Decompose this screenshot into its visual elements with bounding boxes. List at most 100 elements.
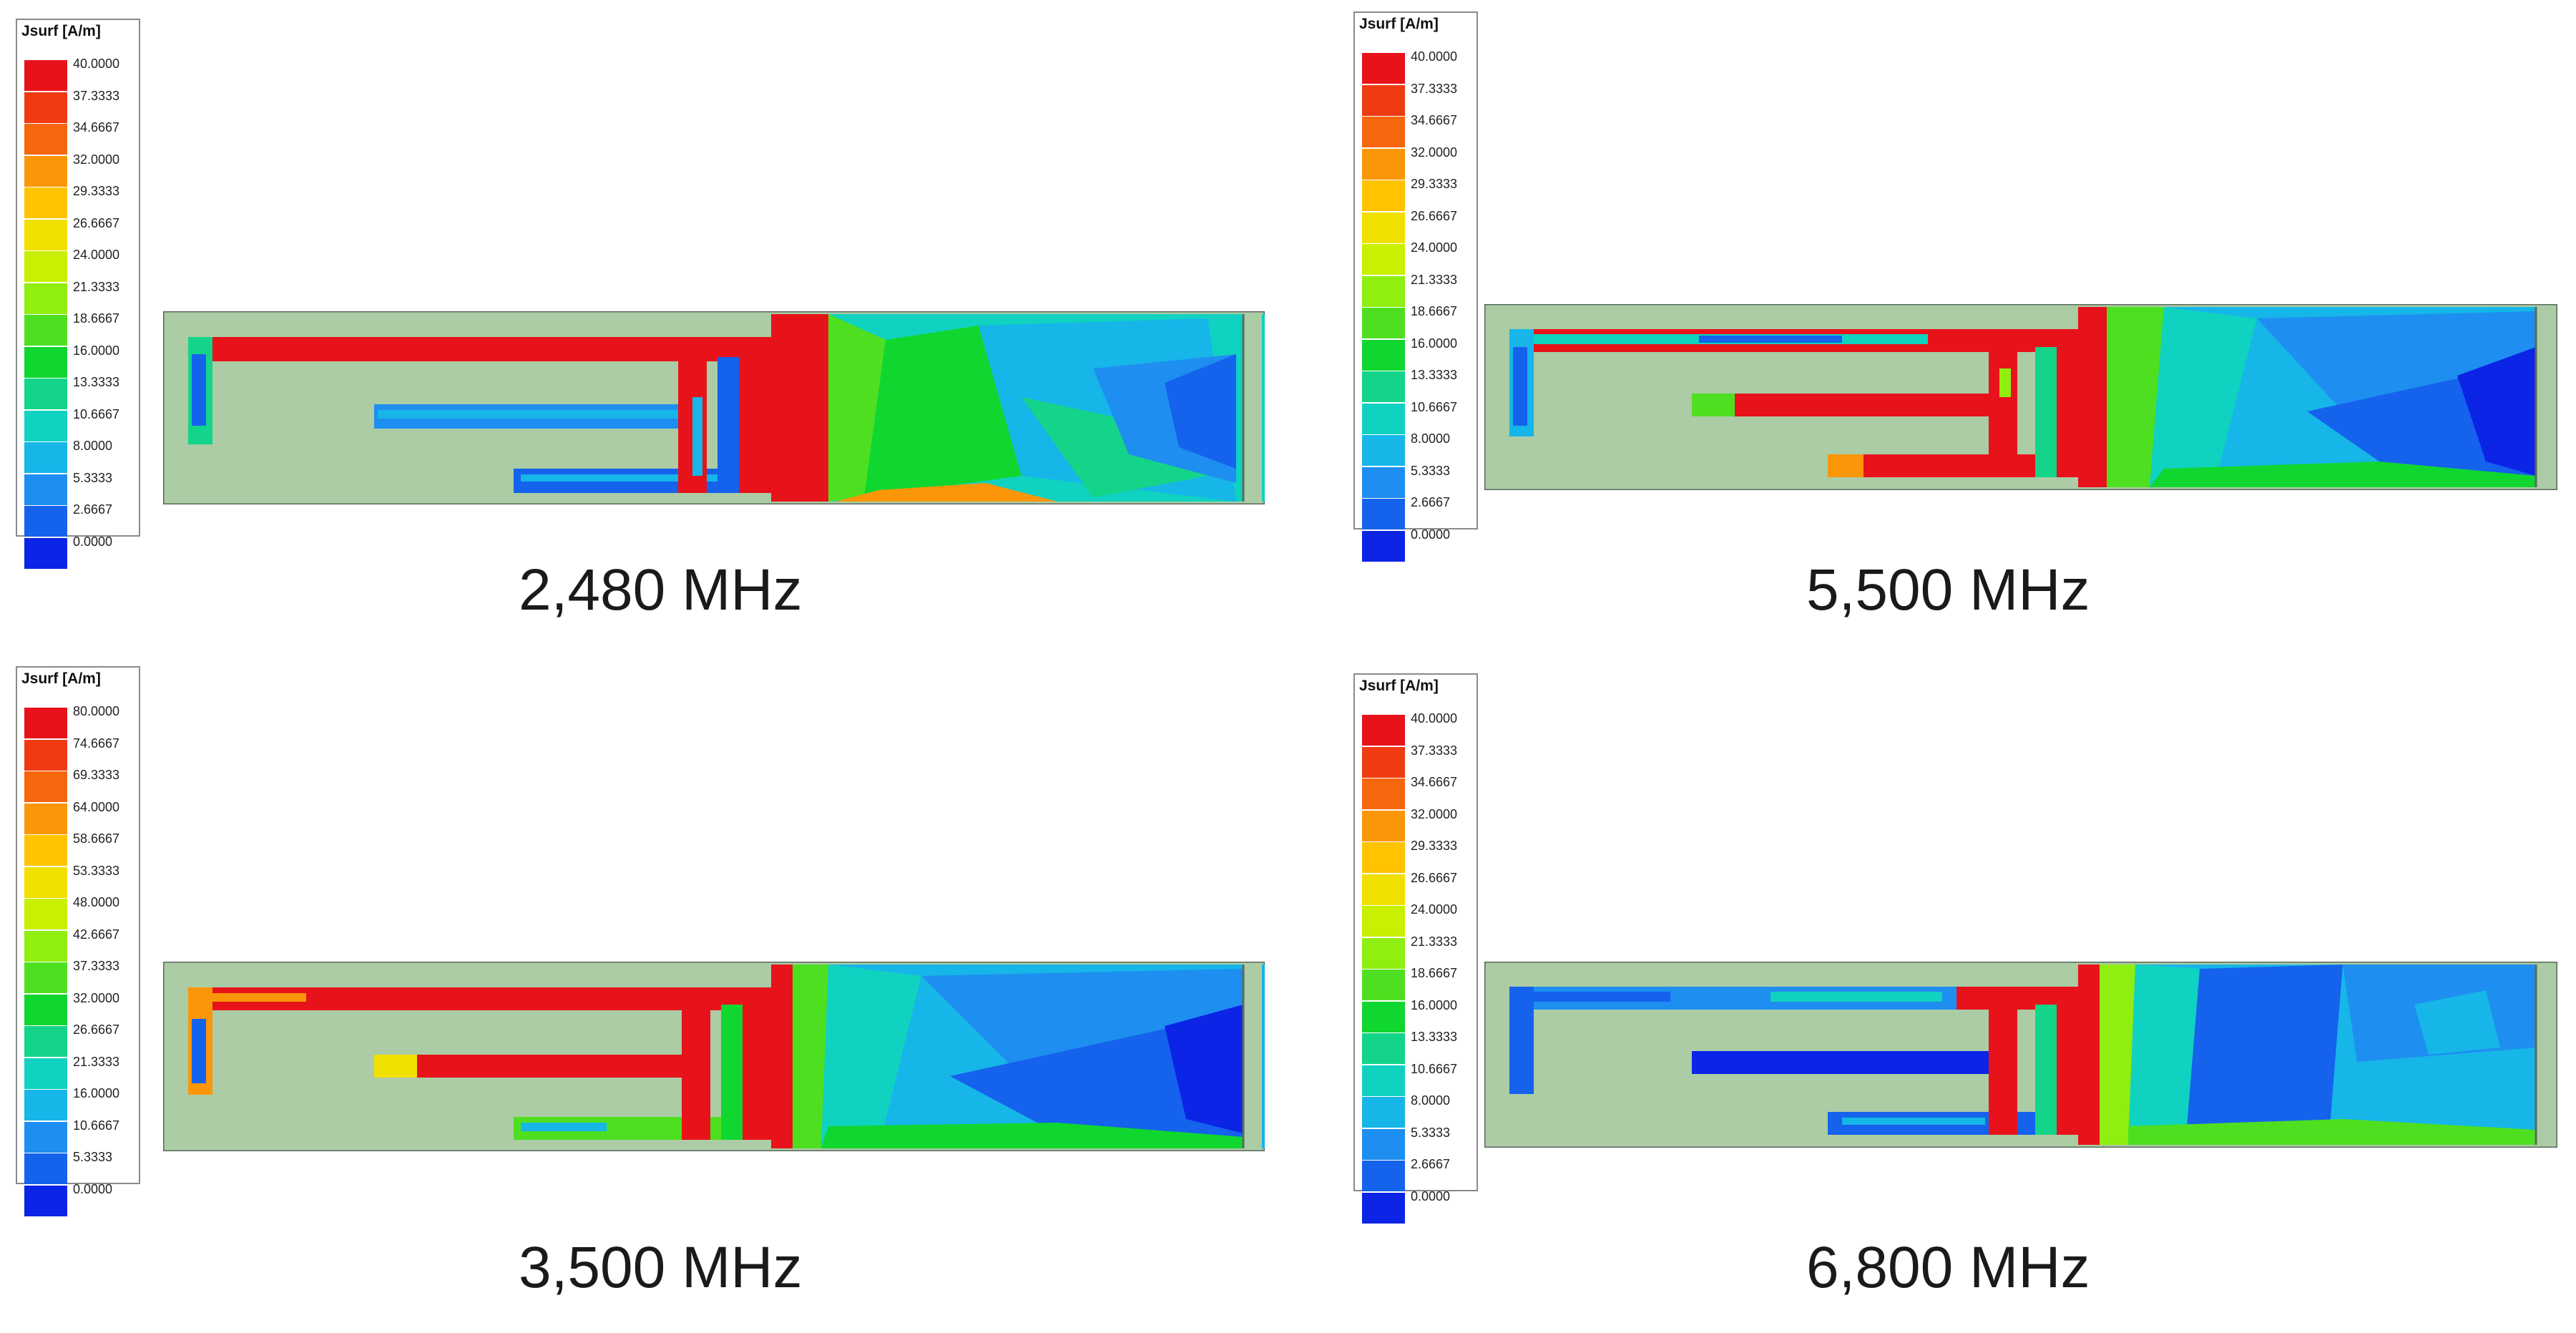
legend-tick-label: 16.0000: [1411, 336, 1458, 351]
legend-swatch: [1362, 467, 1405, 498]
legend-swatch: [24, 124, 67, 155]
legend-swatch: [24, 1026, 67, 1057]
legend-tick-label: 26.6667: [1411, 208, 1458, 223]
legend-tick-label: 10.6667: [73, 1118, 120, 1133]
legend-tick-label: 48.0000: [73, 895, 120, 909]
legend-swatch: [1362, 499, 1405, 529]
legend-swatch: [24, 251, 67, 282]
legend-swatch: [1362, 906, 1405, 937]
legend-swatch: [24, 739, 67, 771]
legend-swatch: [1362, 403, 1405, 434]
legend-title: Jsurf [A/m]: [1359, 16, 1439, 32]
legend-tick-label: 34.6667: [1411, 113, 1458, 127]
legend-tick-label: 26.6667: [73, 215, 120, 230]
frequency-caption: 2,480 MHz: [519, 557, 803, 622]
legend-swatch: [1362, 530, 1405, 562]
legend-swatch: [1362, 715, 1405, 746]
legend-tick-label: 69.3333: [73, 768, 120, 782]
legend-swatch: [1362, 117, 1405, 147]
legend-tick-label: 16.0000: [1411, 997, 1458, 1012]
legend-swatch: [24, 835, 67, 866]
legend-tick-label: 0.0000: [1411, 527, 1451, 542]
legend-swatch: [1362, 1033, 1405, 1064]
legend-swatch: [1362, 842, 1405, 873]
legend-tick-label: 8.0000: [73, 439, 113, 453]
legend-swatch: [24, 1185, 67, 1216]
legend-swatch: [1362, 308, 1405, 338]
legend-swatch: [24, 474, 67, 505]
legend-tick-label: 8.0000: [1411, 431, 1451, 446]
panel-5500mhz: Jsurf [A/m] 40.0000 37.3333 34.6667 32.0000…: [1338, 0, 2576, 666]
legend-tick-label: 26.6667: [1411, 870, 1458, 885]
legend-tick-label: 37.3333: [1411, 743, 1458, 758]
legend-tick-label: 13.3333: [1411, 368, 1458, 382]
legend-swatch: [1362, 746, 1405, 778]
legend-tick-label: 40.0000: [1411, 49, 1458, 64]
legend-tick-label: 29.3333: [73, 184, 120, 198]
legend-swatch: [24, 930, 67, 962]
legend-swatch: [1362, 937, 1405, 969]
legend-tick-label: 40.0000: [1411, 711, 1458, 726]
legend-swatch: [24, 771, 67, 802]
legend-tick-label: 10.6667: [1411, 399, 1458, 414]
legend-tick-label: 26.6667: [73, 1022, 120, 1037]
legend-swatch: [1362, 148, 1405, 180]
legend-swatch: [1362, 1128, 1405, 1160]
legend-swatch: [24, 155, 67, 187]
legend-swatch: [1362, 1161, 1405, 1191]
color-legend: Jsurf [A/m] 40.0000 37.3333 34.6667 32.0000…: [16, 19, 140, 569]
legend-swatch: [24, 92, 67, 123]
legend-swatch: [24, 994, 67, 1025]
antenna-current-plot: [1484, 962, 2557, 1148]
legend-tick-label: 29.3333: [1411, 177, 1458, 191]
legend-swatch: [1362, 84, 1405, 116]
legend-tick-label: 34.6667: [1411, 775, 1458, 789]
legend-tick-label: 2.6667: [1411, 1157, 1451, 1171]
panel-2480mhz: Jsurf [A/m] 40.0000 37.3333 34.6667 32.0000…: [0, 0, 1288, 666]
legend-title: Jsurf [A/m]: [21, 670, 101, 687]
antenna-current-plot: [163, 962, 1265, 1151]
legend-tick-label: 21.3333: [73, 1054, 120, 1069]
legend-swatch: [1362, 1097, 1405, 1128]
legend-tick-label: 29.3333: [1411, 839, 1458, 853]
legend-swatch: [24, 506, 67, 537]
legend-tick-label: 2.6667: [1411, 495, 1451, 509]
legend-tick-label: 40.0000: [73, 57, 120, 71]
legend-swatch: [24, 315, 67, 346]
legend-tick-label: 16.0000: [73, 1086, 120, 1100]
legend-tick-label: 16.0000: [73, 343, 120, 358]
legend-tick-label: 0.0000: [73, 534, 113, 549]
legend-tick-label: 58.6667: [73, 831, 120, 846]
legend-tick-label: 42.6667: [73, 927, 120, 942]
legend-swatch: [24, 379, 67, 409]
color-legend: Jsurf [A/m] 80.0000 74.6667 69.3333 64.0000…: [16, 666, 140, 1216]
legend-tick-label: 74.6667: [73, 736, 120, 751]
legend-swatch: [24, 962, 67, 993]
legend-tick-label: 34.6667: [73, 120, 120, 135]
legend-tick-label: 21.3333: [73, 279, 120, 294]
legend-tick-label: 24.0000: [1411, 240, 1458, 255]
panel-6800mhz: Jsurf [A/m] 40.0000 37.3333 34.6667 32.0000…: [1338, 666, 2576, 1332]
legend-swatch: [1362, 212, 1405, 243]
legend-swatch: [1362, 970, 1405, 1000]
legend-tick-label: 37.3333: [73, 88, 120, 103]
legend-swatch: [24, 803, 67, 834]
legend-tick-label: 5.3333: [1411, 1125, 1451, 1140]
legend-tick-label: 80.0000: [73, 704, 120, 718]
legend-tick-label: 32.0000: [73, 152, 120, 167]
legend-tick-label: 8.0000: [1411, 1093, 1451, 1108]
color-legend: Jsurf [A/m] 40.0000 37.3333 34.6667 32.0000…: [1353, 673, 1478, 1224]
legend-tick-label: 32.0000: [1411, 806, 1458, 821]
legend-tick-label: 37.3333: [1411, 81, 1458, 96]
legend-tick-label: 24.0000: [73, 248, 120, 262]
legend-tick-label: 0.0000: [1411, 1188, 1451, 1203]
legend-tick-label: 18.6667: [1411, 966, 1458, 980]
legend-tick-label: 10.6667: [73, 406, 120, 421]
legend-swatch: [24, 187, 67, 218]
legend-swatch: [24, 1153, 67, 1184]
legend-swatch: [24, 1090, 67, 1120]
legend-swatch: [1362, 371, 1405, 402]
legend-swatch: [1362, 1192, 1405, 1224]
legend-swatch: [1362, 339, 1405, 371]
legend-tick-label: 5.3333: [73, 1150, 113, 1164]
